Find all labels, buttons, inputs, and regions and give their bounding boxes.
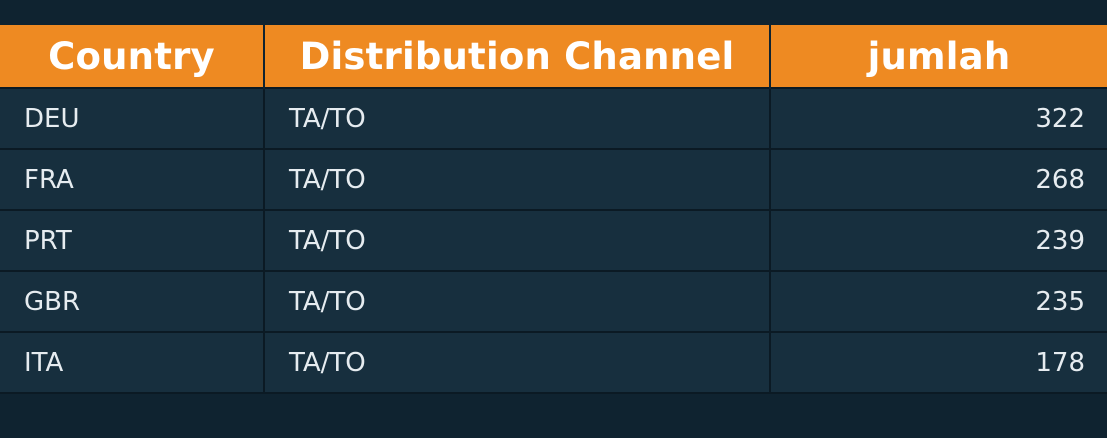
cell-distribution-channel: TA/TO [264,331,771,394]
cell-country: FRA [0,148,265,210]
cell-country: GBR [0,270,265,332]
data-table-container: Country Distribution Channel jumlah DEU … [0,25,1107,394]
cell-distribution-channel: TA/TO [264,148,771,210]
column-header-country: Country [0,25,265,88]
table-row: FRA TA/TO 268 [0,148,1107,210]
table-row: ITA TA/TO 178 [0,331,1107,394]
table-row: PRT TA/TO 239 [0,209,1107,271]
table-row: GBR TA/TO 235 [0,270,1107,332]
table-body: DEU TA/TO 322 FRA TA/TO 268 PRT TA/TO 23… [0,87,1107,394]
cell-country: ITA [0,331,265,394]
cell-country: DEU [0,87,265,149]
cell-distribution-channel: TA/TO [264,87,771,149]
column-header-distribution-channel: Distribution Channel [264,25,771,88]
cell-distribution-channel: TA/TO [264,209,771,271]
column-header-jumlah: jumlah [770,25,1107,88]
cell-jumlah: 322 [770,87,1107,149]
cell-jumlah: 239 [770,209,1107,271]
cell-jumlah: 235 [770,270,1107,332]
cell-country: PRT [0,209,265,271]
cell-jumlah: 178 [770,331,1107,394]
table-header: Country Distribution Channel jumlah [0,25,1107,88]
cell-distribution-channel: TA/TO [264,270,771,332]
data-table: Country Distribution Channel jumlah DEU … [0,25,1107,394]
table-row: DEU TA/TO 322 [0,87,1107,149]
header-row: Country Distribution Channel jumlah [0,25,1107,88]
cell-jumlah: 268 [770,148,1107,210]
